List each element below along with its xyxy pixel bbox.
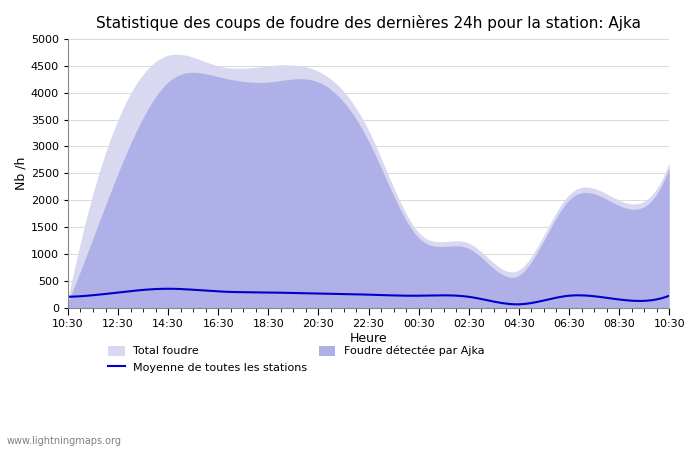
- Legend: Total foudre, Moyenne de toutes les stations, Foudre détectée par Ajka: Total foudre, Moyenne de toutes les stat…: [104, 341, 489, 377]
- Y-axis label: Nb /h: Nb /h: [15, 157, 28, 190]
- Title: Statistique des coups de foudre des dernières 24h pour la station: Ajka: Statistique des coups de foudre des dern…: [96, 15, 641, 31]
- X-axis label: Heure: Heure: [350, 332, 387, 345]
- Text: www.lightningmaps.org: www.lightningmaps.org: [7, 436, 122, 446]
